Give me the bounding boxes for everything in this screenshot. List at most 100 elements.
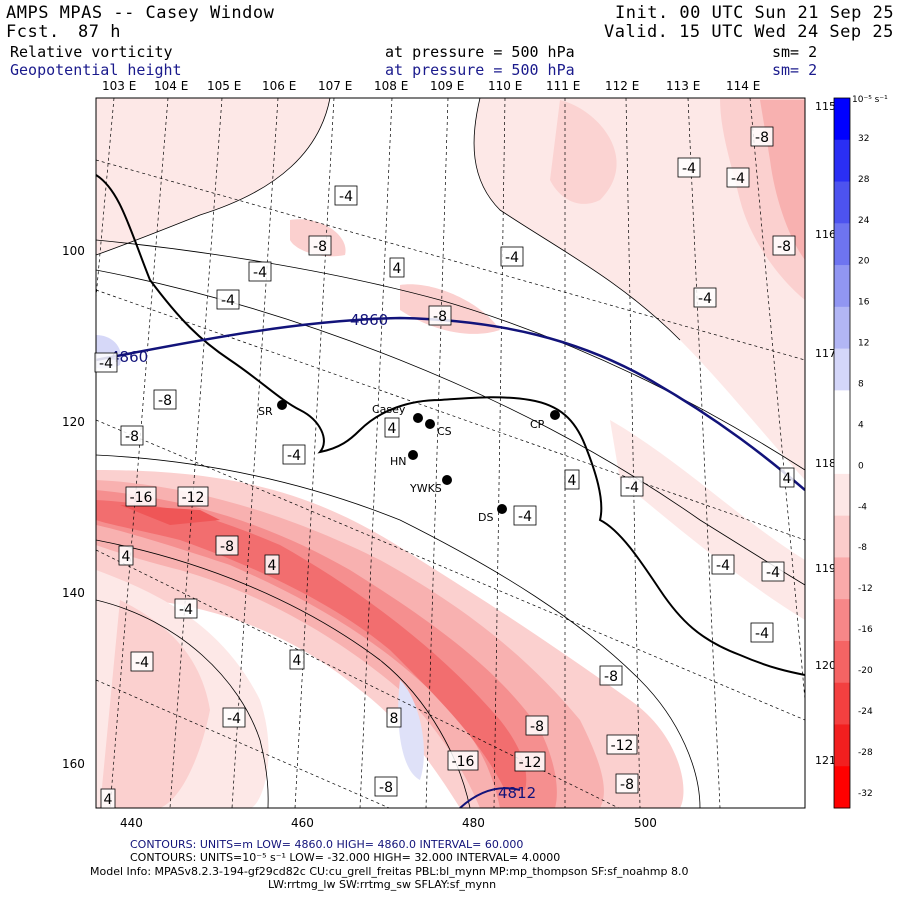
vort-label-box [779, 467, 795, 488]
field2-smoothing: sm= 2 [772, 61, 818, 79]
map-frame [95, 97, 806, 809]
vort-label: -4 [227, 711, 241, 727]
field1-name: Relative vorticity [10, 43, 173, 61]
footer-height-contours: CONTOURS: UNITS=m LOW= 4860.0 HIGH= 4860… [130, 838, 524, 851]
vort-label-box [750, 622, 774, 643]
colorbar-tick-label: -20 [858, 666, 873, 676]
vort-label: -4 [99, 356, 113, 372]
vort-label-box [118, 545, 134, 566]
vort-label-box [513, 505, 537, 526]
graticule [96, 98, 805, 808]
station-marker [497, 504, 507, 514]
vort-label: -4 [625, 480, 639, 496]
vort-label: -12 [519, 755, 542, 771]
vort-label: -12 [182, 490, 205, 506]
vort-label: -4 [518, 509, 532, 525]
y-axis-label: 140 [62, 586, 85, 600]
colorbar-swatch [834, 599, 850, 642]
colorbar-tick-label: -4 [858, 502, 867, 512]
vort-label-box [599, 665, 623, 686]
vort-label-box [428, 305, 452, 326]
vorticity-labels: -4 -8 -4 4 -4 -8 -4 -4 -4 -8 -8 -4 -4 -8 4 -4 -8 4 -4 -4 4 4 -… [94, 126, 796, 809]
y-axis-label: 160 [62, 757, 85, 771]
lon-label-top: 108 E [374, 79, 409, 93]
vort-label-box [500, 246, 524, 267]
vort-label-box [615, 773, 639, 794]
vort-label: -4 [135, 655, 149, 671]
vort-label: -4 [766, 565, 780, 581]
vort-label: 4 [393, 261, 402, 277]
vort-label: -8 [530, 719, 544, 735]
lon-label-top: 103 E [102, 79, 137, 93]
field2-level: at pressure = 500 hPa [385, 61, 575, 79]
lon-label-top: 106 E [262, 79, 297, 93]
station-marker [425, 419, 435, 429]
vort-label-box [726, 167, 750, 188]
vort-label-box [620, 476, 644, 497]
footer-model-info: Model Info: MPASv8.2.3-194-gf29cd82c CU:… [90, 865, 689, 878]
vort-label: -8 [755, 130, 769, 146]
forecast-hours: 87 h [78, 22, 121, 42]
station-marker [550, 410, 560, 420]
colorbar-swatch [834, 682, 850, 725]
vort-label-box [374, 776, 398, 797]
vort-label: -8 [125, 429, 139, 445]
vort-label-box [130, 651, 154, 672]
height-contour-4860 [96, 316, 805, 491]
colorbar-swatch [834, 515, 850, 558]
colorbar-tick-label: -24 [858, 707, 873, 717]
vort-label-box [334, 185, 358, 206]
vort-label-box [384, 417, 400, 438]
vort-label: -8 [220, 539, 234, 555]
init-time: Init. 00 UTC Sun 21 Sep 25 [615, 3, 895, 23]
lon-label-top: 104 E [154, 79, 189, 93]
stations: SR Casey CS CP HN YWKS DS [258, 400, 560, 524]
station-label: Casey [372, 403, 406, 416]
x-axis-label: 480 [462, 816, 485, 830]
x-axis-label: 440 [120, 816, 143, 830]
vort-label-box [289, 649, 305, 670]
vort-label-box [389, 257, 405, 278]
lon-label-top: 111 E [546, 79, 581, 93]
colorbar-swatch [834, 473, 850, 517]
vort-label-box [215, 535, 239, 556]
lon-label-top: 112 E [605, 79, 640, 93]
vort-label-box [177, 486, 209, 507]
colorbar-tick-label: 24 [858, 216, 870, 226]
x-axis-label: 500 [634, 816, 657, 830]
colorbar-tick-label: -12 [858, 584, 873, 594]
vort-label-box [564, 469, 580, 490]
vort-label: -4 [221, 293, 235, 309]
colorbar-swatch [834, 223, 850, 266]
colorbar-swatch [834, 557, 850, 600]
vort-label: -4 [287, 448, 301, 464]
valid-time: Valid. 15 UTC Wed 24 Sep 25 [604, 22, 894, 42]
colorbar-swatch [834, 640, 850, 684]
colorbar-tick-label: 16 [858, 298, 870, 308]
vort-label: 4 [122, 549, 131, 565]
colorbar-swatch [834, 766, 850, 809]
vort-label: -4 [731, 171, 745, 187]
footer-model-info-2: LW:rrtmg_lw SW:rrtmg_sw SFLAY:sf_mynn [268, 878, 497, 891]
station-label: HN [390, 455, 407, 468]
station-label: CP [530, 418, 545, 431]
lon-label-top: 107 E [318, 79, 353, 93]
colorbar-tick-label: 20 [858, 257, 870, 267]
vort-label-box [216, 289, 240, 310]
vort-label-box [761, 561, 785, 582]
y-axis-label: 100 [62, 244, 85, 258]
height-label: 4812 [498, 784, 536, 802]
lon-label-top: 109 E [430, 79, 465, 93]
colorbar-tick-label: 4 [858, 420, 864, 430]
vort-label-box [693, 287, 717, 308]
vort-label: -16 [452, 754, 475, 770]
vort-label-box [606, 734, 638, 755]
vort-label-box [525, 715, 549, 736]
vort-label-box [100, 788, 116, 809]
vort-label-box [282, 444, 306, 465]
colorbar-swatch [834, 432, 850, 475]
colorbar-tick-label: -16 [858, 625, 873, 635]
vort-label-box [94, 352, 118, 373]
vort-label-box [120, 425, 144, 446]
vort-label: -12 [611, 738, 634, 754]
